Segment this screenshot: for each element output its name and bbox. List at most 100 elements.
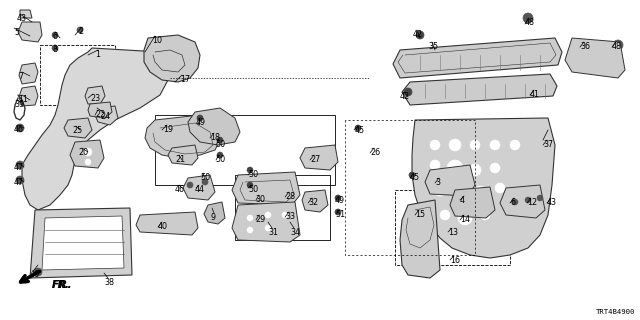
Text: 48: 48 xyxy=(525,18,535,27)
Text: 37: 37 xyxy=(543,140,553,149)
Circle shape xyxy=(355,125,361,131)
Circle shape xyxy=(490,163,500,173)
Circle shape xyxy=(202,179,208,185)
Text: 18: 18 xyxy=(210,133,220,142)
Circle shape xyxy=(265,212,271,218)
Text: 47: 47 xyxy=(14,163,24,172)
Text: 20: 20 xyxy=(78,148,88,157)
Text: 51: 51 xyxy=(335,210,345,219)
Text: 40: 40 xyxy=(158,222,168,231)
Circle shape xyxy=(187,182,193,188)
Circle shape xyxy=(613,40,623,50)
Circle shape xyxy=(404,88,412,96)
Circle shape xyxy=(85,159,91,165)
Circle shape xyxy=(458,211,472,225)
Text: 13: 13 xyxy=(448,228,458,237)
Polygon shape xyxy=(412,118,555,258)
Circle shape xyxy=(84,148,92,156)
Polygon shape xyxy=(565,38,625,78)
Circle shape xyxy=(52,32,58,38)
Text: 17: 17 xyxy=(180,75,190,84)
Circle shape xyxy=(512,199,518,205)
Circle shape xyxy=(265,225,271,231)
Circle shape xyxy=(335,195,341,201)
Text: 38: 38 xyxy=(104,278,114,287)
Text: 35: 35 xyxy=(428,42,438,51)
Text: 16: 16 xyxy=(450,256,460,265)
Circle shape xyxy=(416,31,424,39)
Text: 34: 34 xyxy=(290,228,300,237)
Circle shape xyxy=(52,45,58,51)
Circle shape xyxy=(16,124,24,132)
Polygon shape xyxy=(425,165,475,196)
Text: 21: 21 xyxy=(175,155,185,164)
Polygon shape xyxy=(88,102,112,118)
Circle shape xyxy=(449,139,461,151)
Text: 33: 33 xyxy=(285,212,295,221)
Circle shape xyxy=(452,184,468,200)
Circle shape xyxy=(430,160,440,170)
Polygon shape xyxy=(70,140,104,168)
Circle shape xyxy=(34,268,42,276)
Polygon shape xyxy=(302,190,328,212)
Polygon shape xyxy=(300,145,338,170)
Polygon shape xyxy=(85,86,105,104)
Text: 22: 22 xyxy=(95,110,105,119)
Text: 31: 31 xyxy=(268,228,278,237)
Text: FR.: FR. xyxy=(52,280,70,290)
Text: 30: 30 xyxy=(255,195,265,204)
Text: 11: 11 xyxy=(18,95,28,104)
Text: 50: 50 xyxy=(215,140,225,149)
Polygon shape xyxy=(136,212,198,235)
Circle shape xyxy=(537,195,543,201)
Text: 43: 43 xyxy=(17,14,27,23)
Text: 26: 26 xyxy=(370,148,380,157)
Polygon shape xyxy=(232,202,300,242)
Text: 36: 36 xyxy=(580,42,590,51)
Text: 48: 48 xyxy=(612,42,622,51)
Polygon shape xyxy=(402,74,557,105)
Text: 47: 47 xyxy=(14,178,24,187)
Text: TRT4B4900: TRT4B4900 xyxy=(596,309,635,315)
Circle shape xyxy=(409,172,415,178)
Circle shape xyxy=(470,140,480,150)
Bar xyxy=(395,190,510,265)
Polygon shape xyxy=(183,175,215,200)
Circle shape xyxy=(77,27,83,33)
Text: 46: 46 xyxy=(30,270,40,279)
Polygon shape xyxy=(20,10,32,18)
Polygon shape xyxy=(64,118,92,138)
Text: 1: 1 xyxy=(95,50,100,59)
Circle shape xyxy=(282,212,288,218)
Text: 44: 44 xyxy=(195,185,205,194)
Text: 27: 27 xyxy=(310,155,320,164)
Text: 15: 15 xyxy=(415,210,425,219)
Polygon shape xyxy=(30,208,132,278)
Text: 50: 50 xyxy=(248,185,258,194)
Text: 14: 14 xyxy=(460,215,470,224)
Circle shape xyxy=(525,197,531,203)
Text: 25: 25 xyxy=(72,126,83,135)
Text: 6: 6 xyxy=(52,32,57,41)
Polygon shape xyxy=(204,202,225,224)
Polygon shape xyxy=(95,106,118,125)
Text: 49: 49 xyxy=(335,196,345,205)
Circle shape xyxy=(16,176,24,184)
Text: 46: 46 xyxy=(175,185,185,194)
Text: 4: 4 xyxy=(460,196,465,205)
Polygon shape xyxy=(42,216,124,270)
Circle shape xyxy=(495,183,505,193)
Circle shape xyxy=(440,210,450,220)
Text: 5: 5 xyxy=(14,28,19,37)
Circle shape xyxy=(480,210,490,220)
Text: 45: 45 xyxy=(355,126,365,135)
Text: 29: 29 xyxy=(255,215,265,224)
Circle shape xyxy=(490,140,500,150)
Text: 9: 9 xyxy=(210,213,215,222)
Polygon shape xyxy=(400,200,440,278)
Text: 2: 2 xyxy=(78,27,83,36)
Text: FR.: FR. xyxy=(52,280,73,290)
Circle shape xyxy=(247,227,253,233)
Text: 19: 19 xyxy=(163,125,173,134)
Text: 46: 46 xyxy=(14,125,24,134)
